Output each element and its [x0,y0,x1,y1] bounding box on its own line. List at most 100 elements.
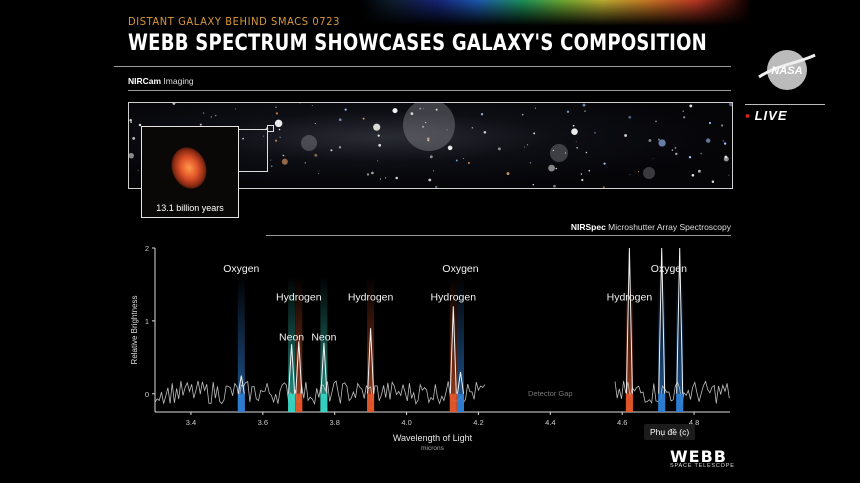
galaxy-inset: 13.1 billion years [141,126,239,218]
star [423,107,424,109]
nircam-label-bold: NIRCam [128,76,162,86]
star [275,139,278,142]
star [548,164,555,172]
nirspec-section-label: NIRSpec Microshutter Array Spectroscopy [571,222,731,232]
star [566,110,570,113]
star [410,112,414,115]
nasa-disc [767,50,807,90]
star [279,136,281,138]
star [533,132,536,135]
star [526,144,529,146]
star [532,183,535,186]
x-tick-label: 3.6 [258,418,268,427]
star [723,142,727,145]
star [688,156,692,159]
star [711,180,715,184]
star [584,110,586,112]
x-tick-label: 4.8 [689,418,699,427]
emission-band-hydrogen [367,276,375,412]
x-tick-label: 4.6 [617,418,627,427]
star [552,149,554,152]
star [214,114,217,117]
star [283,155,285,157]
star [580,173,583,175]
star [138,123,142,127]
nasa-swoosh [758,53,816,79]
star [555,167,558,170]
star [521,113,524,116]
star [338,146,342,149]
emission-peak-oxygen [457,371,464,394]
inset-caption: 13.1 billion years [156,203,224,213]
y-tick-label: 1 [145,317,149,326]
star [377,160,379,162]
detector-gap-label: Detector Gap [528,389,573,398]
star [129,152,134,159]
star [582,103,586,107]
galaxy-glow [403,103,455,151]
star [314,123,316,125]
live-divider [745,104,825,105]
spectrum-trace-right [614,380,730,404]
emission-peak-oxygen [676,247,684,394]
star [671,149,674,151]
imaging-divider [128,90,731,91]
star [594,132,596,134]
rainbow-spectrum-band [360,0,750,26]
star [428,178,432,182]
star [697,169,701,173]
emission-band-neon [288,276,296,412]
spectrum-trace-left [154,380,486,406]
element-label-oxygen: Oxygen [442,263,478,275]
star [723,156,729,162]
emission-peak-hydrogen [625,247,633,394]
star [263,135,265,137]
star [497,147,501,151]
star [722,140,725,142]
star [384,177,387,179]
emission-base-neon [320,393,328,412]
element-label-hydrogen: Hydrogen [348,292,394,304]
star [427,139,430,142]
star [132,137,136,140]
star [638,171,640,173]
emission-base-oxygen [457,393,464,412]
star [378,143,382,147]
nasa-wordmark: NASA [771,65,802,77]
star [242,137,244,140]
emission-base-hydrogen [625,393,633,412]
star [446,129,448,131]
star [657,138,660,141]
star [434,185,438,188]
star [682,110,684,112]
star [275,112,279,115]
star [278,128,281,131]
star [602,186,605,188]
star [534,107,536,109]
emission-base-oxygen [658,393,666,412]
star [524,146,526,148]
nircam-section-label: NIRCam Imaging [128,76,194,86]
captions-button[interactable]: Phụ đề (c) [644,424,696,440]
star [455,159,458,162]
star [572,124,575,127]
emission-base-oxygen [676,393,684,412]
title-divider [114,66,731,67]
star [270,159,272,161]
nircam-label-rest: Imaging [161,76,194,86]
star [330,149,333,152]
star [377,134,380,137]
star [235,108,237,110]
star [419,107,422,110]
star [564,152,567,154]
emission-base-neon [288,393,296,412]
star [728,103,732,107]
star [471,127,474,129]
star [311,105,313,106]
star [629,174,631,176]
emission-band-oxygen [457,276,464,412]
element-label-neon: Neon [311,332,336,344]
star [373,123,381,131]
live-label: LIVE [754,108,788,123]
star [435,108,438,111]
